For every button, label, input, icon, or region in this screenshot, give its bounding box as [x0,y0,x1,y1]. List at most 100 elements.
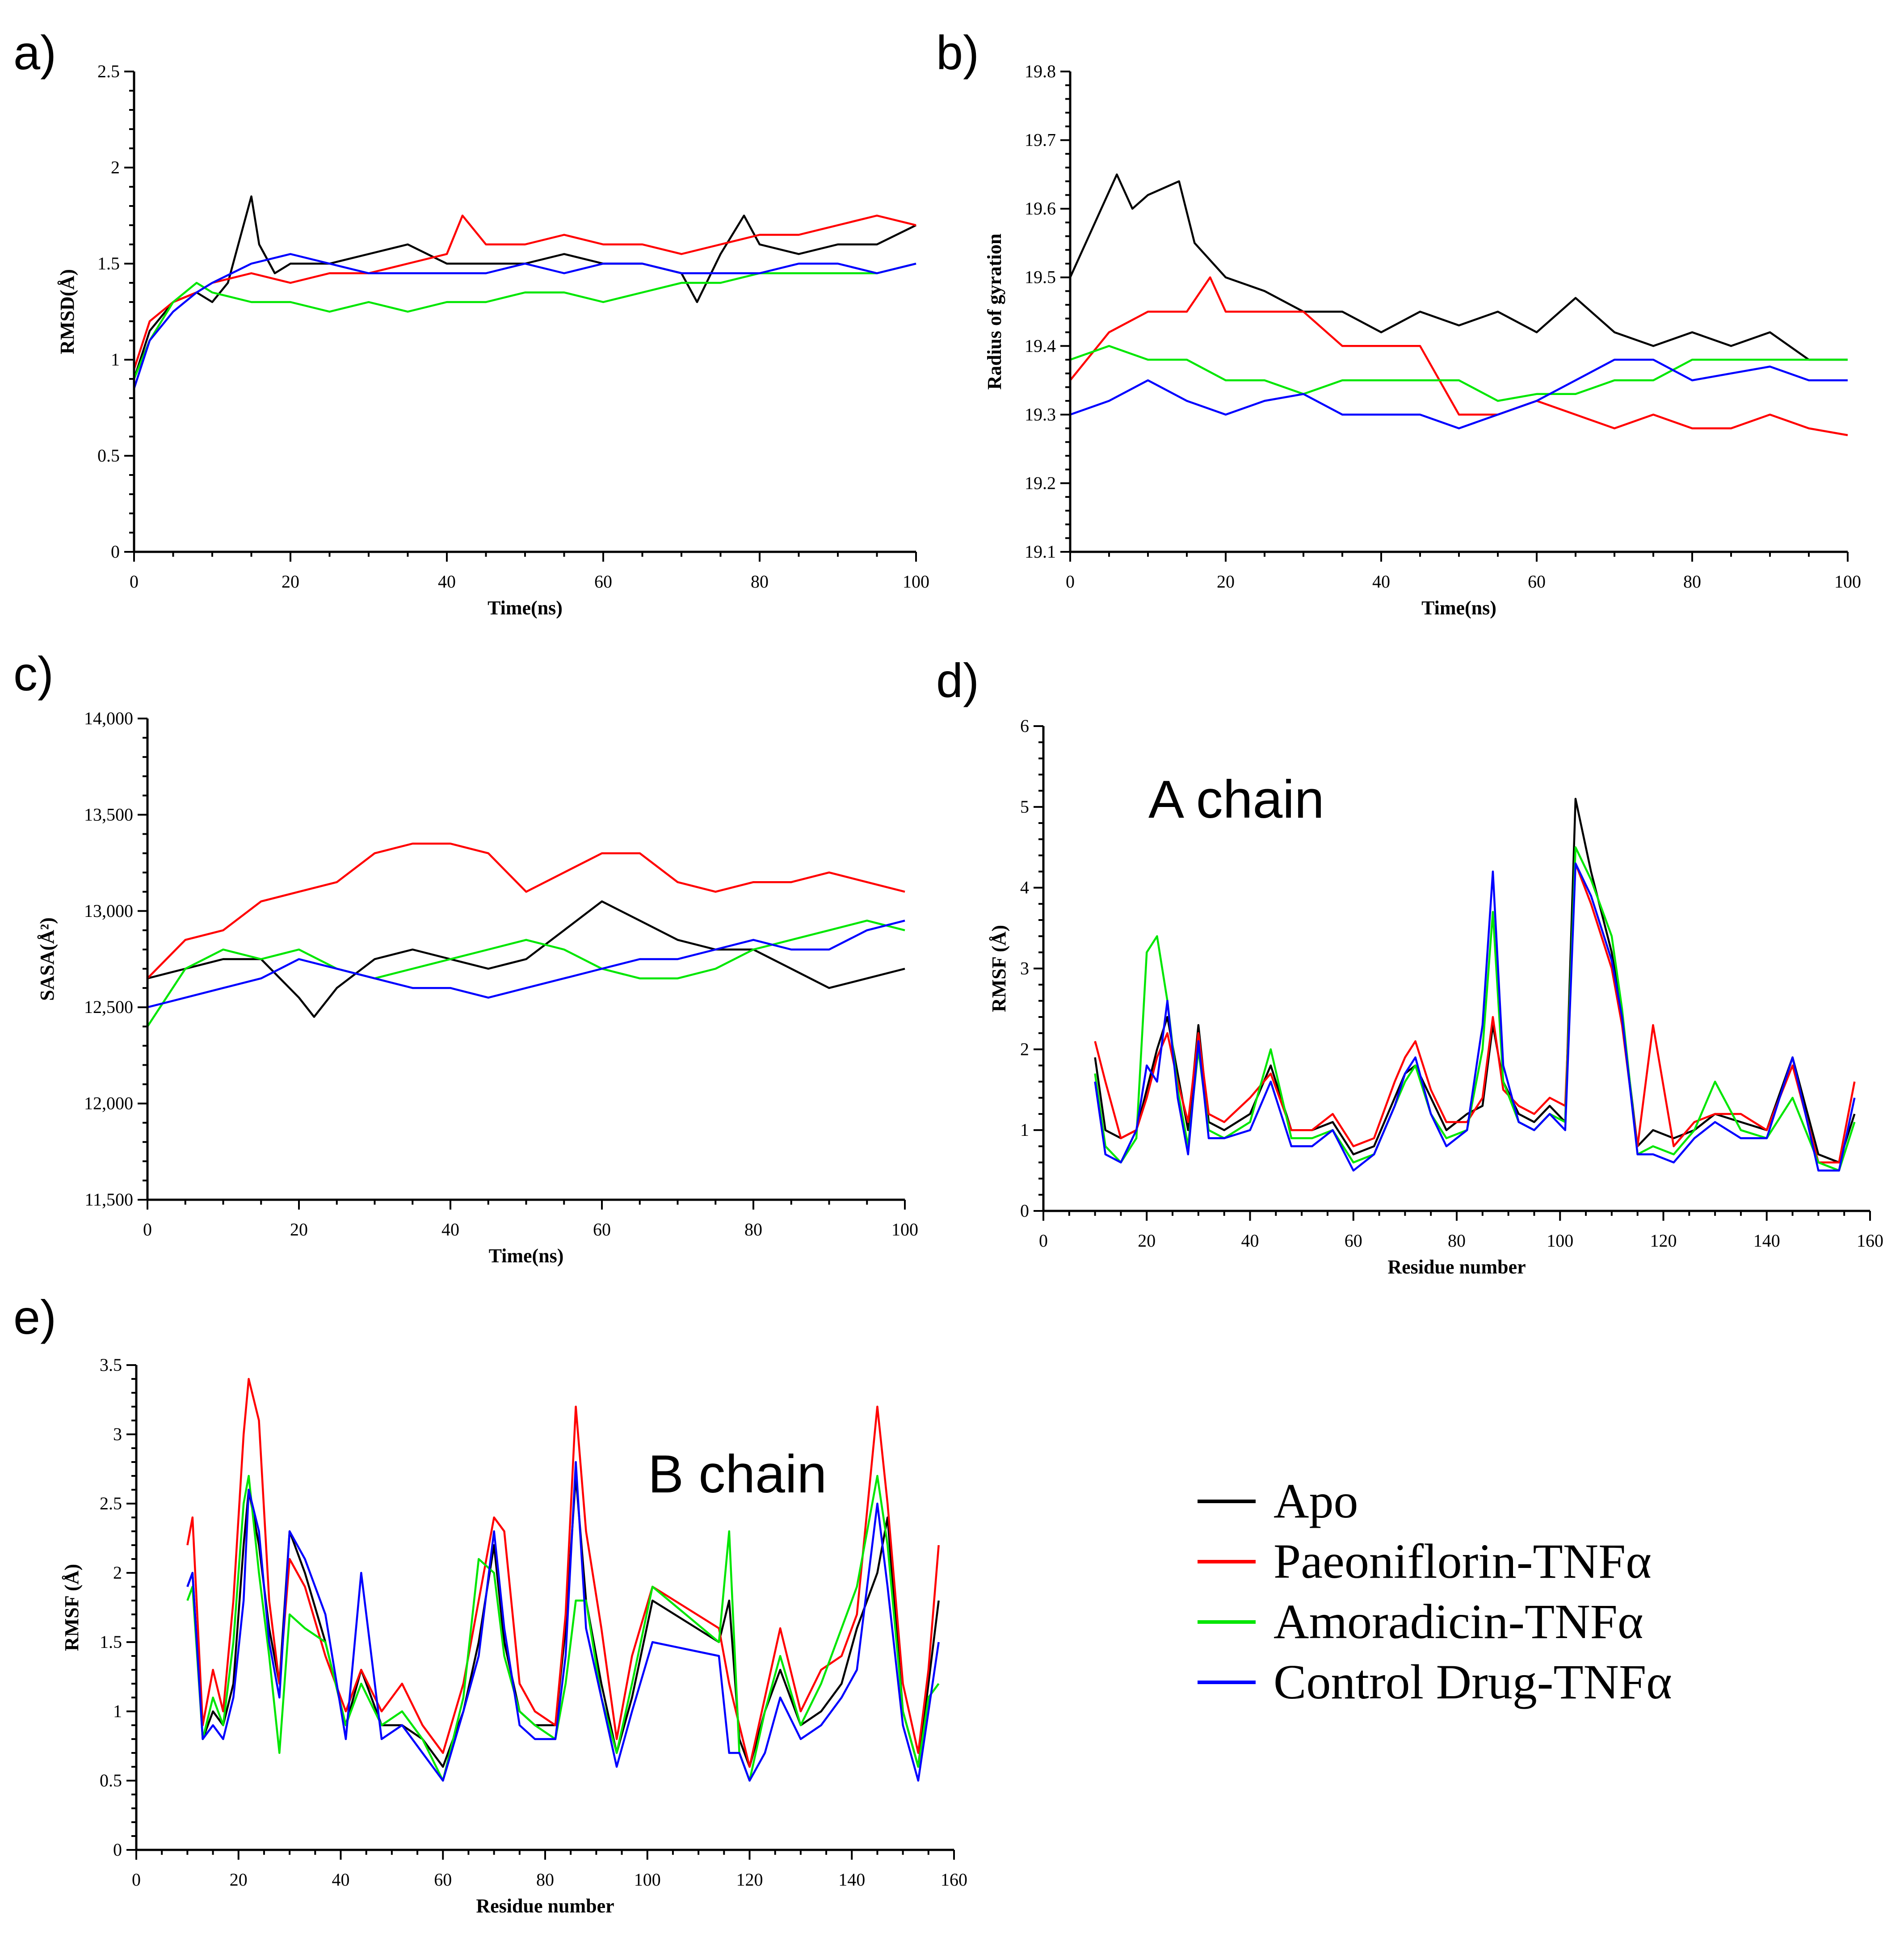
chart-panel-c: c) 0 20 40 60 80 100 11,500 12,000 12,500 13,000 13… [13,647,918,1267]
y-tick-label: 11,500 [84,1189,133,1210]
y-tick-label: 19.2 [1025,473,1056,493]
x-tick-label: 20 [1138,1231,1156,1251]
y-tick-label: 2 [1020,1039,1029,1059]
y-tick-label: 19.8 [1025,61,1056,81]
y-tick-label: 2 [113,1563,122,1583]
x-tick-label: 140 [838,1870,865,1890]
y-tick-label: 1 [113,1701,122,1721]
series-line-paeoniflorin-tnf- [186,1378,940,1768]
y-tick-label: 1 [111,349,120,370]
legend-label: Apo [1274,1474,1358,1528]
y-tick-label: 2.5 [97,61,120,81]
y-tick-label: 0 [1020,1201,1029,1221]
series-line-control-drug-tnf- [147,920,905,1009]
x-axis-title: Time(ns) [489,1245,564,1267]
series-line-apo [1094,798,1856,1164]
y-axis-title: RMSF (Å) [988,925,1010,1012]
x-tick-label: 20 [290,1219,308,1240]
x-tick-label: 80 [1448,1231,1466,1251]
x-tick-label: 0 [1039,1231,1048,1251]
x-tick-label: 60 [593,1219,611,1240]
series-line-paeoniflorin-tnf- [147,842,905,979]
series-line-apo [133,195,916,379]
x-tick-label: 60 [594,571,612,592]
x-tick-label: 20 [230,1870,248,1890]
x-tick-label: 20 [1217,571,1235,592]
y-tick-label: 19.6 [1025,198,1056,219]
x-tick-label: 120 [736,1870,763,1890]
y-tick-label: 6 [1020,716,1029,736]
series-line-amoradicin-tnf- [147,920,905,1027]
panel-label: b) [936,25,979,80]
y-axis-title: SASA(Å²) [36,917,58,1001]
x-tick-label: 40 [438,571,456,592]
x-tick-label: 40 [441,1219,459,1240]
x-tick-label: 0 [130,571,139,592]
y-tick-label: 1.5 [97,253,120,273]
x-tick-label: 60 [1345,1231,1362,1251]
y-axis-title: RMSF (Å) [61,1564,83,1651]
x-tick-label: 80 [744,1219,762,1240]
chain-annotation: B chain [648,1444,827,1504]
series-line-apo [1069,173,1848,361]
x-tick-label: 80 [751,571,769,592]
y-tick-label: 3 [113,1424,122,1444]
y-tick-label: 3.5 [100,1355,122,1375]
y-tick-label: 5 [1020,797,1029,817]
y-tick-label: 2.5 [100,1493,122,1513]
y-tick-label: 12,000 [84,1093,133,1114]
y-tick-label: 0 [113,1840,122,1860]
x-tick-label: 40 [332,1870,350,1890]
x-tick-label: 0 [1066,571,1075,592]
panel-label: e) [13,1290,56,1344]
chart-panel-b: b) 0 20 40 60 80 100 19.1 19.2 19.3 19.4 19.5 19.6 19… [936,25,1861,619]
series-line-control-drug-tnf- [1070,358,1848,429]
series-line-control-drug-tnf- [1094,862,1856,1172]
x-axis-title: Residue number [476,1895,614,1917]
x-tick-label: 20 [282,571,299,592]
series-line-control-drug-tnf- [186,1461,940,1782]
series-line-paeoniflorin-tnf- [1094,862,1856,1164]
x-tick-label: 100 [1834,571,1861,592]
chart-panel-a: a) 0 20 40 60 80 100 0 0.5 1 1.5 2 2.5 Time(ns) RMSD(Å… [13,25,929,619]
legend-label: Paeoniflorin-TNFα [1274,1534,1652,1588]
x-tick-label: 60 [1528,571,1546,592]
y-tick-label: 1 [1020,1120,1029,1140]
y-tick-label: 13,000 [84,901,133,921]
y-tick-label: 0 [111,542,120,562]
x-axis-title: Time(ns) [488,597,563,619]
series-line-amoradicin-tnf- [1070,345,1848,402]
y-tick-label: 19.1 [1025,542,1056,562]
legend: Apo Paeoniflorin-TNFα Amoradicin-TNFα Contr… [1198,1474,1672,1709]
y-tick-label: 3 [1020,958,1029,979]
y-tick-label: 2 [111,157,120,177]
y-tick-label: 1.5 [100,1632,122,1652]
x-tick-label: 60 [434,1870,452,1890]
x-tick-label: 140 [1753,1231,1780,1251]
x-axis-title: Residue number [1387,1256,1526,1278]
x-tick-label: 0 [132,1870,141,1890]
y-tick-label: 14,000 [84,708,133,728]
chart-panel-e: e) 0 20 40 60 80 100 120 140 160 0 0.5 1 1.5 2 2.5 3 3.5 R… [13,1290,967,1917]
y-tick-label: 0.5 [97,445,120,466]
chart-panel-d: d) 0 20 40 60 80 100 120 140 160 0 1 2 3 4 5 6 Residue nu… [936,653,1883,1278]
y-tick-label: 19.3 [1025,404,1056,424]
legend-label: Control Drug-TNFα [1274,1655,1672,1709]
series-line-paeoniflorin-tnf- [1069,276,1848,437]
x-tick-label: 100 [903,571,929,592]
series-line-apo [186,1475,940,1768]
x-tick-label: 100 [1547,1231,1573,1251]
x-tick-label: 100 [891,1219,918,1240]
y-tick-label: 13,500 [84,804,133,824]
y-tick-label: 19.4 [1025,336,1056,356]
x-tick-label: 80 [536,1870,554,1890]
panel-label: d) [936,653,979,707]
series-line-apo [147,900,905,1018]
x-axis-title: Time(ns) [1421,597,1496,619]
series-line-amoradicin-tnf- [186,1475,940,1782]
x-tick-label: 160 [941,1870,967,1890]
series-line-control-drug-tnf- [133,253,916,389]
series-line-amoradicin-tnf- [133,262,916,379]
y-tick-label: 12,500 [84,997,133,1017]
